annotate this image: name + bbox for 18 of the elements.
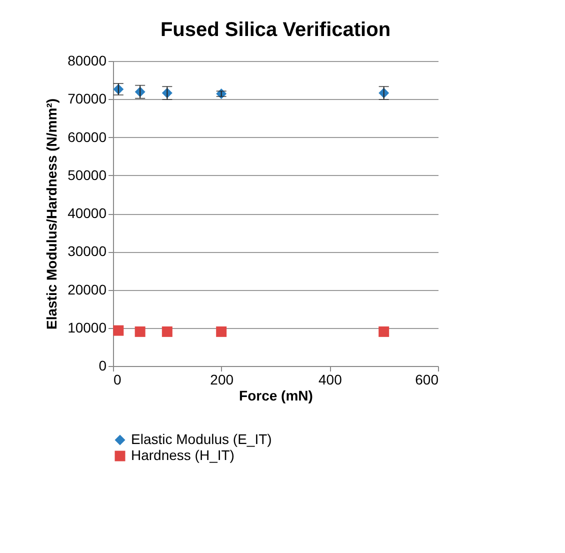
y-tick-label: 80000	[68, 52, 107, 68]
x-tick-label: 200	[210, 372, 234, 388]
x-tick-label: 400	[318, 372, 342, 388]
legend-label: Elastic Modulus (E_IT)	[131, 431, 272, 447]
y-tick-label: 20000	[68, 281, 107, 298]
chart-title: Fused Silica Verification	[160, 19, 391, 41]
x-axis-title: Force (mN)	[239, 388, 313, 404]
y-tick-label: 30000	[68, 243, 107, 260]
y-tick-label: 50000	[68, 166, 107, 183]
y-tick-label: 10000	[68, 319, 107, 336]
x-tick-label: 600	[415, 372, 439, 388]
y-tick-label: 60000	[68, 128, 107, 145]
x-tick-label: 0	[114, 372, 122, 388]
y-tick-label: 40000	[68, 205, 107, 221]
legend-label: Hardness (H_IT)	[131, 447, 234, 463]
y-tick-label: 0	[98, 358, 107, 374]
y-tick-label: 70000	[68, 90, 107, 107]
y-axis-title: Elastic Modulus/Hardness (N/mm²)	[44, 98, 60, 330]
